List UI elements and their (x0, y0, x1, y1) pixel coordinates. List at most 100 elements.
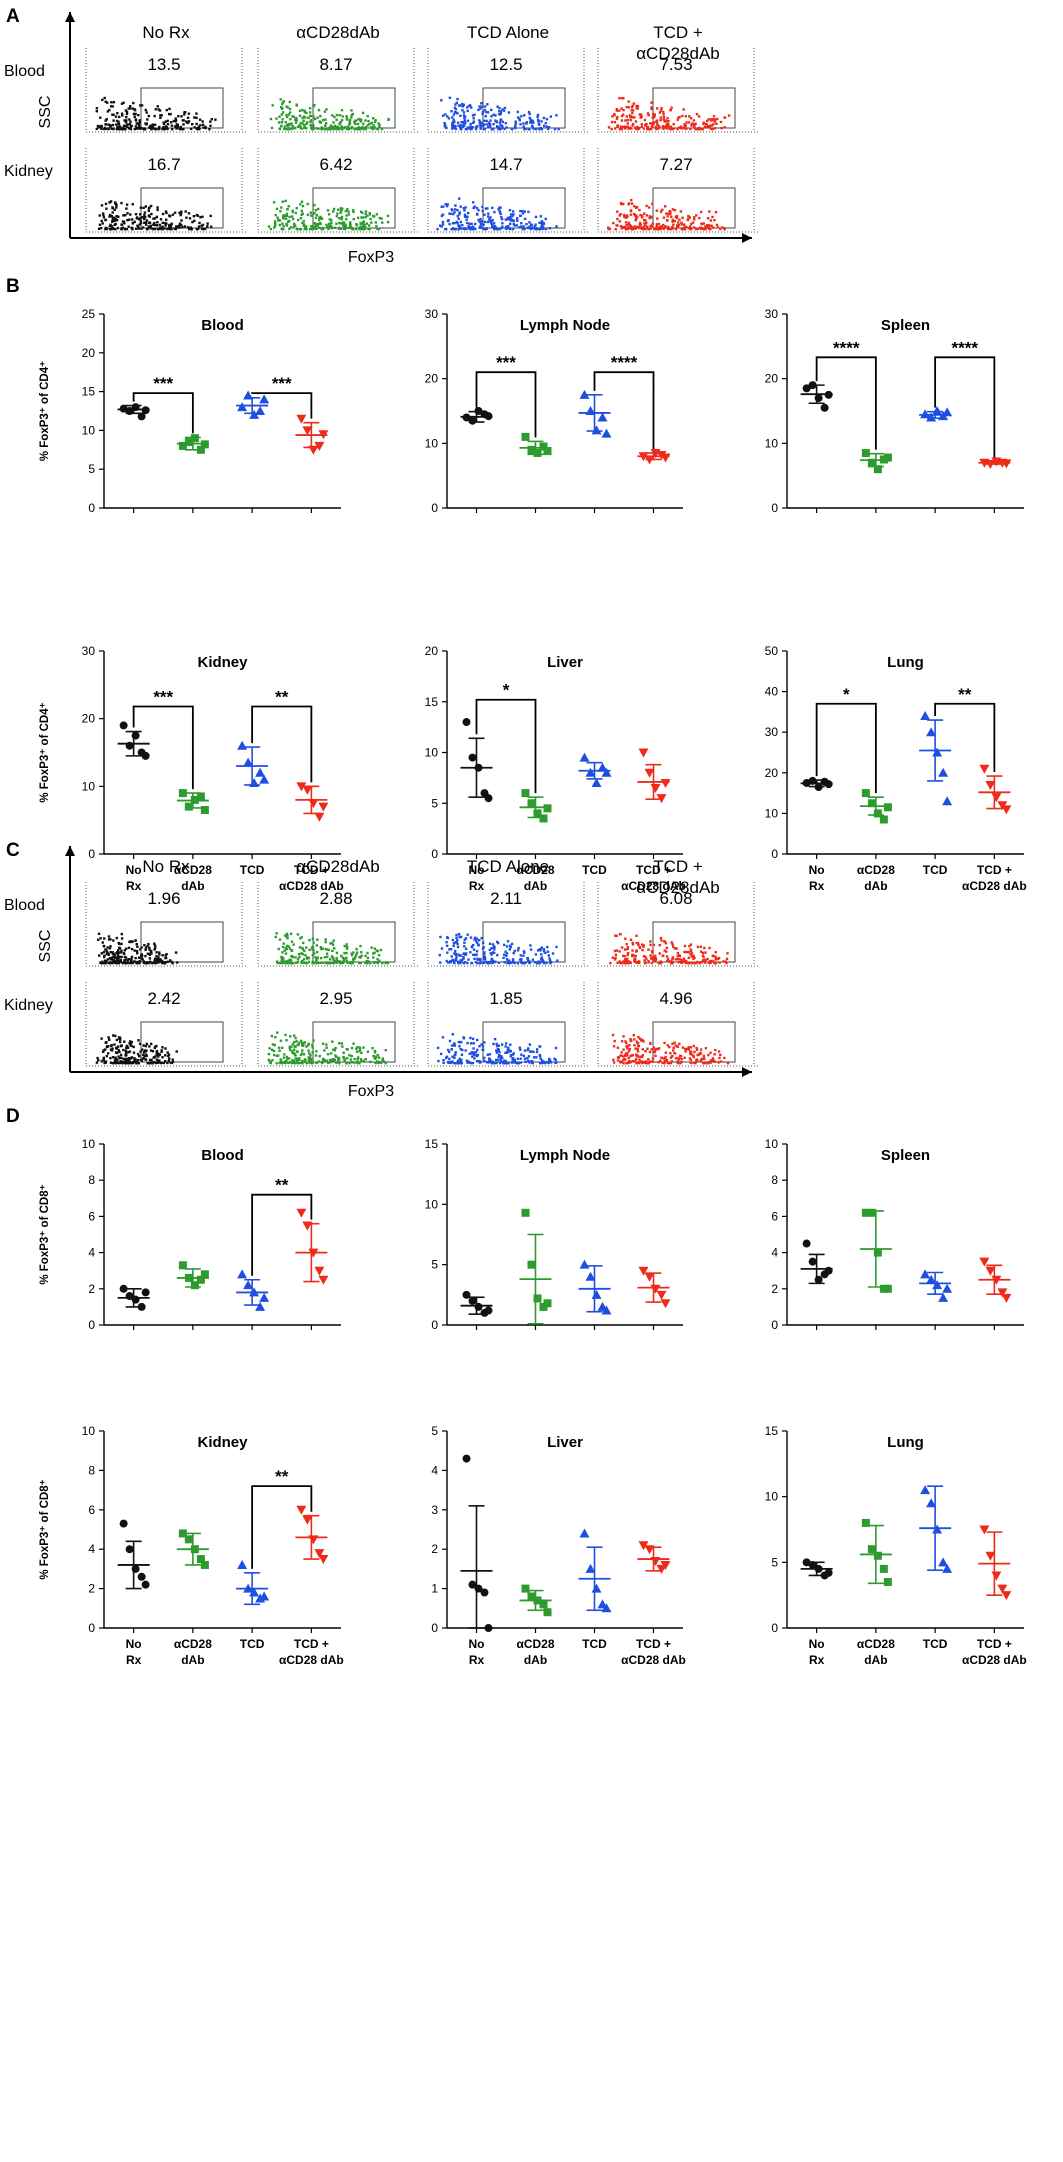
event-dot (107, 952, 110, 955)
event-dot (695, 127, 698, 131)
flow-plot: 2.42 (85, 982, 246, 1067)
event-dot (642, 225, 646, 228)
event-dot (305, 122, 308, 126)
event-dot (164, 224, 167, 227)
event-dot (133, 127, 136, 131)
event-dot (128, 1061, 131, 1064)
event-dot (301, 1044, 304, 1047)
event-dot (303, 111, 306, 114)
event-dot (607, 126, 611, 129)
event-dot (378, 125, 381, 129)
data-point (920, 1485, 931, 1495)
event-dot (115, 952, 118, 955)
data-point (484, 1624, 493, 1632)
event-dot (711, 226, 715, 229)
event-dot (285, 1039, 288, 1042)
event-dot (528, 112, 531, 116)
data-point (932, 1524, 943, 1534)
event-dot (711, 118, 714, 121)
event-dot (103, 96, 106, 100)
event-dot (627, 1049, 631, 1053)
event-dot (161, 221, 164, 224)
event-dot (366, 1050, 370, 1053)
data-point (802, 778, 811, 787)
event-dot (165, 222, 168, 225)
event-dot (484, 207, 488, 210)
event-dot (271, 1043, 275, 1046)
event-dot (457, 228, 460, 231)
event-dot (546, 950, 550, 953)
event-dot (301, 1049, 304, 1052)
data-point (824, 390, 833, 399)
event-dot (142, 1051, 146, 1054)
event-dot (444, 113, 447, 116)
data-point (543, 447, 552, 456)
data-point (178, 1261, 187, 1270)
event-dot (665, 946, 668, 950)
event-dot (672, 127, 675, 130)
event-dot (366, 214, 369, 217)
event-dot (130, 1041, 133, 1044)
event-dot (671, 208, 675, 211)
event-dot (127, 107, 130, 110)
event-dot (451, 222, 455, 225)
event-dot (458, 935, 461, 939)
event-dot (168, 223, 171, 227)
event-dot (542, 116, 546, 120)
event-dot (309, 123, 312, 127)
event-dot (280, 121, 284, 124)
event-dot (332, 210, 335, 213)
event-dot (142, 1044, 145, 1047)
event-dot (117, 956, 120, 960)
event-dot (459, 935, 463, 939)
event-dot (378, 959, 381, 962)
event-dot (689, 1050, 692, 1053)
event-dot (309, 228, 312, 231)
event-dot (299, 937, 302, 940)
event-dot (326, 226, 330, 229)
event-dot (111, 220, 114, 223)
x-category-label-line: TCD + (977, 1637, 1012, 1651)
event-dot (498, 1051, 501, 1054)
event-dot (280, 958, 284, 961)
event-dot (526, 1056, 529, 1060)
event-dot (114, 218, 118, 221)
event-dot (277, 121, 281, 124)
event-dot (109, 958, 113, 961)
event-dot (519, 1061, 522, 1064)
event-dot (120, 223, 123, 226)
event-dot (449, 961, 452, 964)
event-dot (696, 960, 699, 964)
event-dot (175, 225, 178, 228)
event-dot (311, 962, 314, 965)
data-point (638, 1541, 649, 1551)
event-dot (710, 1059, 713, 1062)
event-dot (496, 125, 499, 128)
event-dot (551, 952, 555, 955)
event-dot (111, 1056, 115, 1059)
event-dot (306, 213, 310, 217)
event-dot (475, 950, 479, 953)
event-dot (684, 225, 687, 229)
event-dot (624, 119, 627, 122)
event-dot (143, 217, 146, 221)
event-dot (363, 127, 366, 131)
event-dot (491, 128, 495, 131)
event-dot (518, 226, 521, 229)
data-point (601, 428, 612, 438)
event-dot (114, 228, 117, 231)
event-dot (522, 950, 526, 953)
event-dot (616, 1056, 620, 1059)
event-dot (645, 1060, 648, 1063)
y-tick-label: 2 (88, 1282, 95, 1296)
event-dot (454, 952, 457, 955)
event-dot (291, 1050, 294, 1053)
event-dot (149, 1049, 153, 1052)
event-dot (539, 215, 542, 218)
event-dot (120, 1044, 123, 1047)
event-dot (156, 221, 159, 224)
event-dot (277, 947, 280, 951)
event-dot (105, 1041, 108, 1044)
